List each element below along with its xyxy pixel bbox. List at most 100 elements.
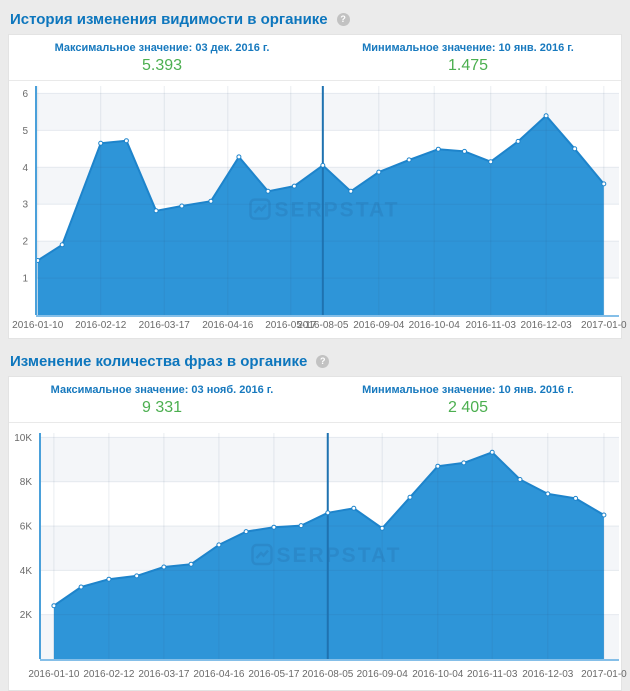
plot-band: [40, 437, 619, 482]
phrases-min-stat: Минимальное значение: 10 янв. 2016 г. 2 …: [315, 384, 621, 422]
y-tick-label: 8K: [20, 477, 33, 488]
data-point-marker[interactable]: [298, 523, 304, 529]
x-tick-label: 2016-10-04: [409, 320, 461, 331]
divider: [9, 422, 621, 423]
y-tick-label: 4: [22, 163, 28, 174]
max-value: 5.393: [141, 57, 183, 74]
data-point-marker[interactable]: [106, 576, 112, 582]
min-value-label: Минимальное значение: 10 янв. 2016 г.: [362, 384, 574, 396]
x-tick-label: 2016-03-17: [139, 320, 191, 331]
data-point-marker[interactable]: [488, 159, 494, 165]
watermark-text: SERPSTAT: [277, 544, 402, 567]
y-tick-label: 1: [22, 274, 28, 285]
data-point-marker[interactable]: [407, 494, 413, 500]
y-tick-label: 2: [22, 237, 28, 248]
y-tick-label: 4K: [20, 566, 33, 577]
data-point-marker[interactable]: [379, 525, 385, 531]
data-point-marker[interactable]: [351, 505, 357, 511]
phrases-chart[interactable]: SERPSTAT 2K 4K 6K 8K 10K 2016-01-10 2016-02-12 2…: [9, 423, 627, 690]
data-point-marker[interactable]: [123, 138, 129, 144]
data-point-marker[interactable]: [461, 460, 467, 466]
data-point-marker[interactable]: [572, 146, 578, 152]
data-point-marker[interactable]: [216, 542, 222, 548]
y-tick-label: 10K: [14, 433, 32, 444]
y-tick-label: 2K: [20, 610, 33, 621]
area-series[interactable]: [37, 115, 604, 315]
data-point-marker[interactable]: [348, 188, 354, 194]
data-point-marker[interactable]: [515, 138, 521, 144]
phrases-stats-row: Максимальное значение: 03 нояб. 2016 г. …: [9, 377, 621, 422]
watermark-text: SERPSTAT: [275, 199, 400, 222]
serpstat-watermark: SERPSTAT: [251, 543, 402, 567]
data-point-marker[interactable]: [59, 242, 65, 248]
data-point-marker[interactable]: [601, 181, 607, 187]
data-point-marker[interactable]: [435, 463, 441, 469]
area-series[interactable]: [53, 452, 604, 659]
area-chart-svg: SERPSTAT 1 2 3 4 5 6 2016-01-10 2016-02-12 2016-0…: [12, 86, 627, 331]
help-icon[interactable]: ?: [316, 355, 330, 368]
data-point-marker[interactable]: [243, 529, 249, 535]
data-point-marker[interactable]: [545, 491, 551, 497]
data-point-marker[interactable]: [462, 148, 467, 154]
visibility-chart[interactable]: SERPSTAT 1 2 3 4 5 6 2016-01-10 2016-02-12 2016-0…: [9, 81, 627, 338]
watermark-zigzag-icon: [253, 204, 267, 214]
x-tick-label: 2016-01-10: [12, 320, 64, 331]
data-point-marker[interactable]: [517, 477, 523, 482]
data-point-marker[interactable]: [188, 561, 194, 567]
data-point-marker[interactable]: [271, 524, 277, 530]
data-point-marker[interactable]: [236, 154, 242, 160]
data-point-marker[interactable]: [376, 169, 382, 175]
data-point-marker[interactable]: [134, 573, 140, 579]
max-value-label: Максимальное значение: 03 нояб. 2016 г.: [50, 384, 274, 396]
phrases-max-stat: Максимальное значение: 03 нояб. 2016 г. …: [9, 384, 315, 422]
visibility-min-stat: Минимальное значение: 10 янв. 2016 г. 1.…: [315, 42, 621, 80]
data-point-marker[interactable]: [435, 146, 441, 152]
watermark-logo-icon: [251, 543, 273, 566]
min-value: 2 405: [447, 399, 489, 416]
divider: [9, 80, 621, 81]
data-point-marker[interactable]: [208, 198, 214, 204]
data-point-marker[interactable]: [265, 188, 271, 194]
plot-band: [36, 93, 619, 131]
y-tick-label: 6: [22, 89, 28, 100]
min-value: 1.475: [447, 57, 489, 74]
data-point-marker[interactable]: [601, 512, 607, 518]
x-tick-label: 2016-12-03: [521, 320, 573, 331]
x-tick-label: 2016-08-05: [297, 320, 349, 331]
y-tick-label: 6K: [20, 522, 33, 533]
help-icon[interactable]: ?: [336, 12, 350, 26]
data-point-marker[interactable]: [543, 113, 549, 119]
visibility-stats-row: Максимальное значение: 03 дек. 2016 г. 5…: [9, 35, 621, 80]
phrases-card: Максимальное значение: 03 нояб. 2016 г. …: [8, 376, 627, 691]
data-point-marker[interactable]: [153, 208, 159, 214]
x-tick-label: 2016-09-04: [353, 320, 405, 331]
visibility-max-stat: Максимальное значение: 03 дек. 2016 г. 5…: [9, 42, 315, 80]
y-tick-label: 5: [22, 126, 28, 137]
phrases-section-title: Изменение количества фраз в органике: [10, 353, 308, 370]
watermark-zigzag-icon: [255, 549, 269, 559]
data-point-marker[interactable]: [406, 157, 412, 163]
data-point-marker[interactable]: [320, 162, 326, 168]
min-value-label: Минимальное значение: 10 янв. 2016 г.: [362, 42, 574, 54]
data-point-marker[interactable]: [179, 203, 185, 209]
data-point-marker[interactable]: [161, 564, 167, 570]
data-point-marker[interactable]: [573, 495, 579, 501]
data-point-marker[interactable]: [98, 140, 104, 146]
x-tick-label: 2016-02-12: [75, 320, 127, 331]
x-tick-label: 2016-11-03: [466, 320, 517, 331]
phrases-section-header: Изменение количества фраз в органике ?: [10, 353, 620, 370]
max-value-label: Максимальное значение: 03 дек. 2016 г.: [54, 42, 270, 54]
visibility-section-title: История изменения видимости в органике: [10, 10, 328, 28]
data-point-marker[interactable]: [51, 603, 57, 609]
data-point-marker[interactable]: [325, 510, 331, 516]
visibility-card: Максимальное значение: 03 дек. 2016 г. 5…: [8, 34, 627, 339]
data-point-marker[interactable]: [489, 449, 495, 455]
max-value: 9 331: [141, 399, 183, 416]
x-tick-label: 2016-04-16: [202, 320, 254, 331]
data-point-marker[interactable]: [78, 584, 84, 590]
watermark-logo-icon: [249, 198, 271, 220]
data-point-marker[interactable]: [291, 183, 297, 189]
visibility-section-header: История изменения видимости в органике ?: [10, 10, 620, 28]
